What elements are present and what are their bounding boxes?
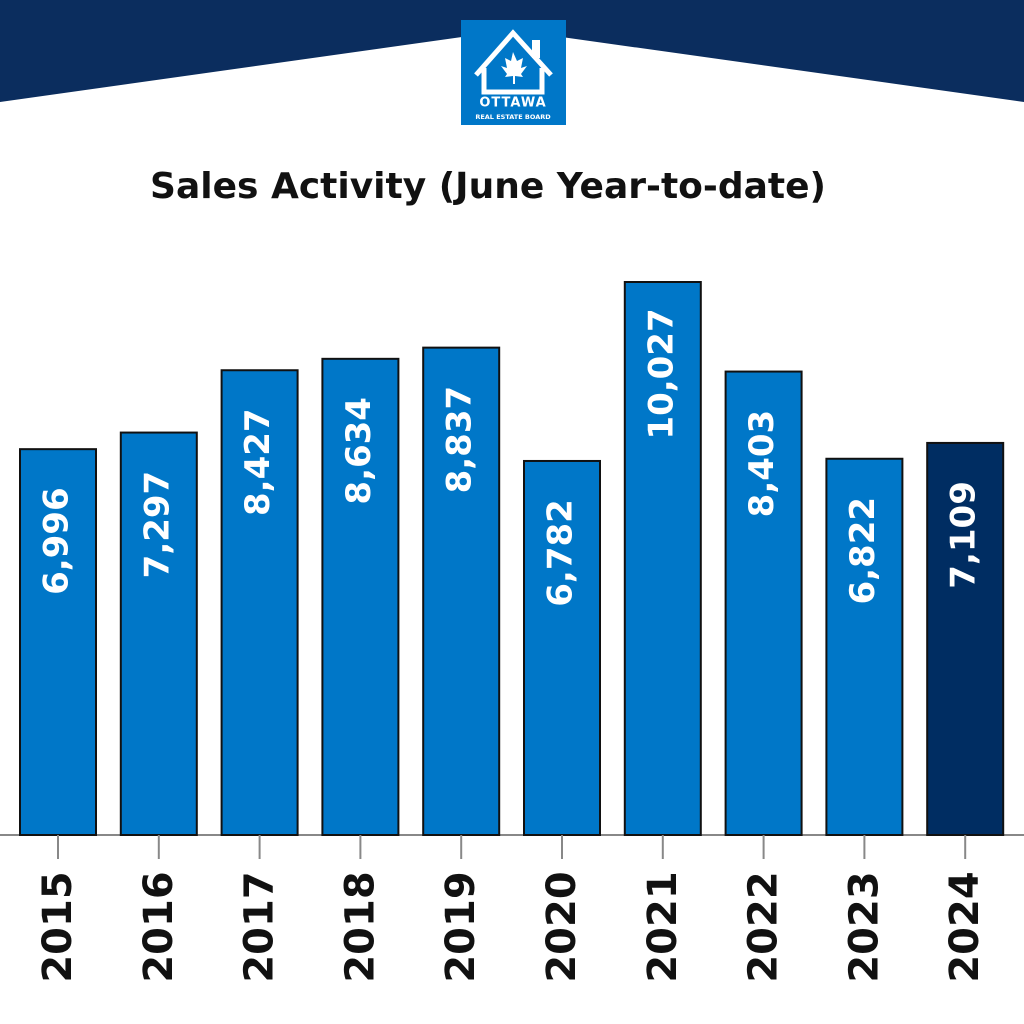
- bar: [220, 369, 299, 836]
- x-tick-label: 2020: [539, 871, 585, 982]
- value-label: 6,822: [843, 497, 883, 605]
- x-tick-label: 2017: [237, 871, 283, 982]
- x-tick-label: 2018: [337, 871, 383, 982]
- chart-title: Sales Activity (June Year-to-date): [150, 166, 826, 207]
- value-label: 7,297: [137, 471, 177, 579]
- value-label: 8,634: [339, 397, 379, 505]
- x-tick-label: 2024: [942, 871, 988, 982]
- bar: [926, 441, 1005, 836]
- value-label: 8,837: [440, 386, 480, 494]
- value-label: 6,996: [37, 487, 77, 595]
- bar: [825, 457, 904, 836]
- bar: [321, 357, 400, 836]
- value-label: 7,109: [944, 481, 984, 589]
- value-label: 8,427: [238, 408, 278, 516]
- bar: [523, 459, 601, 836]
- value-label: 10,027: [641, 308, 681, 439]
- logo: OTTAWA REAL ESTATE BOARD: [461, 20, 566, 125]
- x-tick-label: 2015: [35, 871, 81, 982]
- value-label: 8,403: [742, 410, 782, 518]
- bar: [724, 370, 803, 836]
- header-band: [0, 0, 1024, 102]
- x-tick-label: 2022: [741, 871, 787, 982]
- x-tick-label: 2021: [640, 871, 686, 982]
- logo-name: OTTAWA: [479, 96, 546, 111]
- x-tick-label: 2023: [841, 871, 887, 982]
- x-tick-label: 2019: [438, 871, 484, 982]
- x-tick-label: 2016: [136, 871, 182, 982]
- logo-subtitle: REAL ESTATE BOARD: [475, 113, 551, 121]
- bar: [119, 431, 198, 836]
- bar: [19, 448, 97, 836]
- value-label: 6,782: [541, 499, 581, 607]
